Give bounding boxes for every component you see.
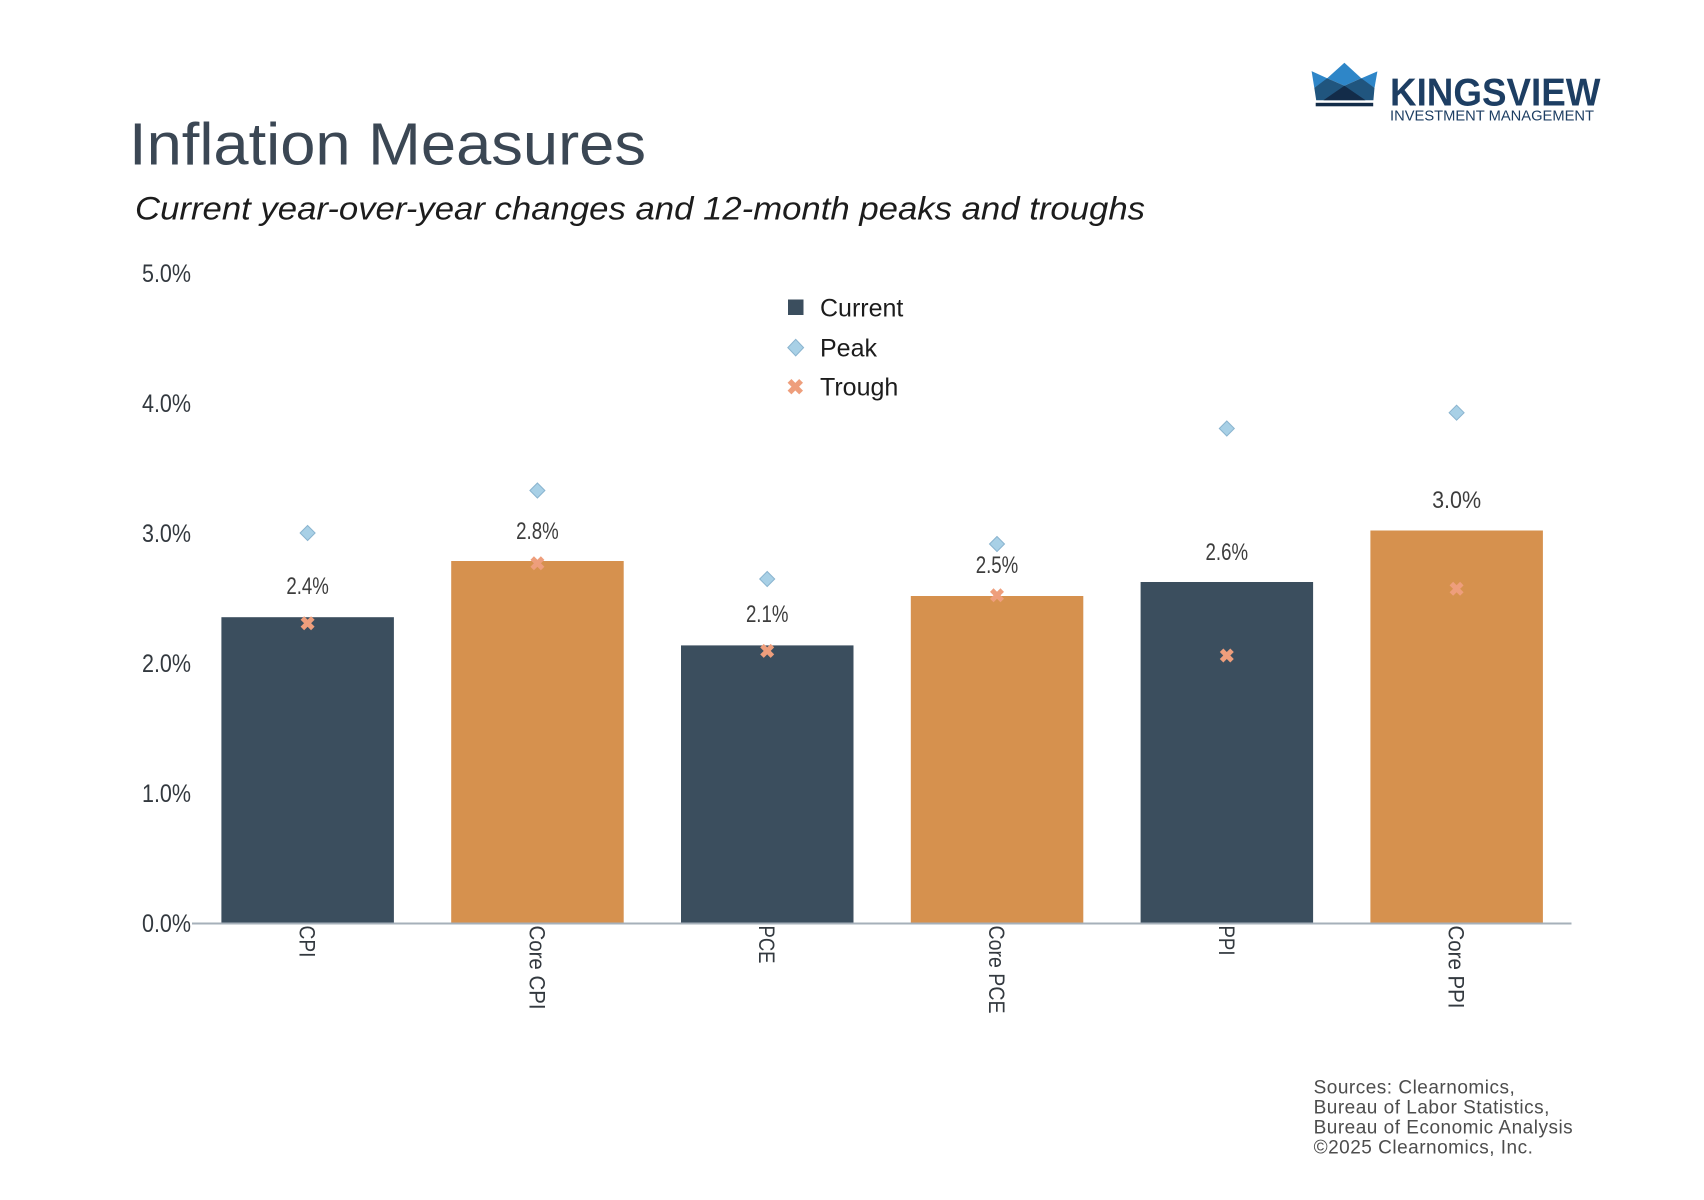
svg-text:2.4%: 2.4% — [286, 573, 329, 600]
svg-text:Current: Current — [820, 295, 903, 323]
svg-text:Inflation Measures: Inflation Measures — [129, 112, 646, 178]
svg-text:1.0%: 1.0% — [142, 781, 191, 808]
svg-text:2.8%: 2.8% — [516, 518, 559, 545]
svg-text:KINGSVIEW: KINGSVIEW — [1390, 71, 1601, 114]
svg-text:©2025 Clearnomics, Inc.: ©2025 Clearnomics, Inc. — [1314, 1138, 1534, 1159]
svg-text:2.5%: 2.5% — [976, 552, 1019, 579]
svg-text:3.0%: 3.0% — [1432, 487, 1481, 514]
svg-text:2.1%: 2.1% — [746, 601, 789, 628]
svg-text:Bureau of Labor Statistics,: Bureau of Labor Statistics, — [1314, 1098, 1550, 1119]
svg-text:INVESTMENT MANAGEMENT: INVESTMENT MANAGEMENT — [1390, 107, 1594, 124]
svg-text:Bureau of Economic Analysis: Bureau of Economic Analysis — [1314, 1118, 1574, 1139]
svg-text:4.0%: 4.0% — [142, 391, 191, 418]
svg-text:Peak: Peak — [820, 335, 877, 363]
svg-text:2.6%: 2.6% — [1206, 539, 1249, 566]
svg-text:5.0%: 5.0% — [142, 261, 191, 288]
svg-text:Core CPI: Core CPI — [524, 926, 549, 1010]
svg-text:CPI: CPI — [295, 926, 320, 958]
svg-text:Trough: Trough — [820, 374, 898, 402]
svg-text:Sources: Clearnomics,: Sources: Clearnomics, — [1314, 1078, 1516, 1099]
svg-text:0.0%: 0.0% — [142, 911, 191, 938]
svg-text:PCE: PCE — [754, 926, 779, 964]
svg-text:3.0%: 3.0% — [142, 521, 191, 548]
svg-text:Core PPI: Core PPI — [1444, 926, 1469, 1009]
svg-text:Current year-over-year changes: Current year-over-year changes and 12-mo… — [135, 191, 1145, 227]
svg-text:2.0%: 2.0% — [142, 651, 191, 678]
svg-text:PPI: PPI — [1214, 926, 1239, 956]
svg-text:Core PCE: Core PCE — [984, 926, 1009, 1014]
